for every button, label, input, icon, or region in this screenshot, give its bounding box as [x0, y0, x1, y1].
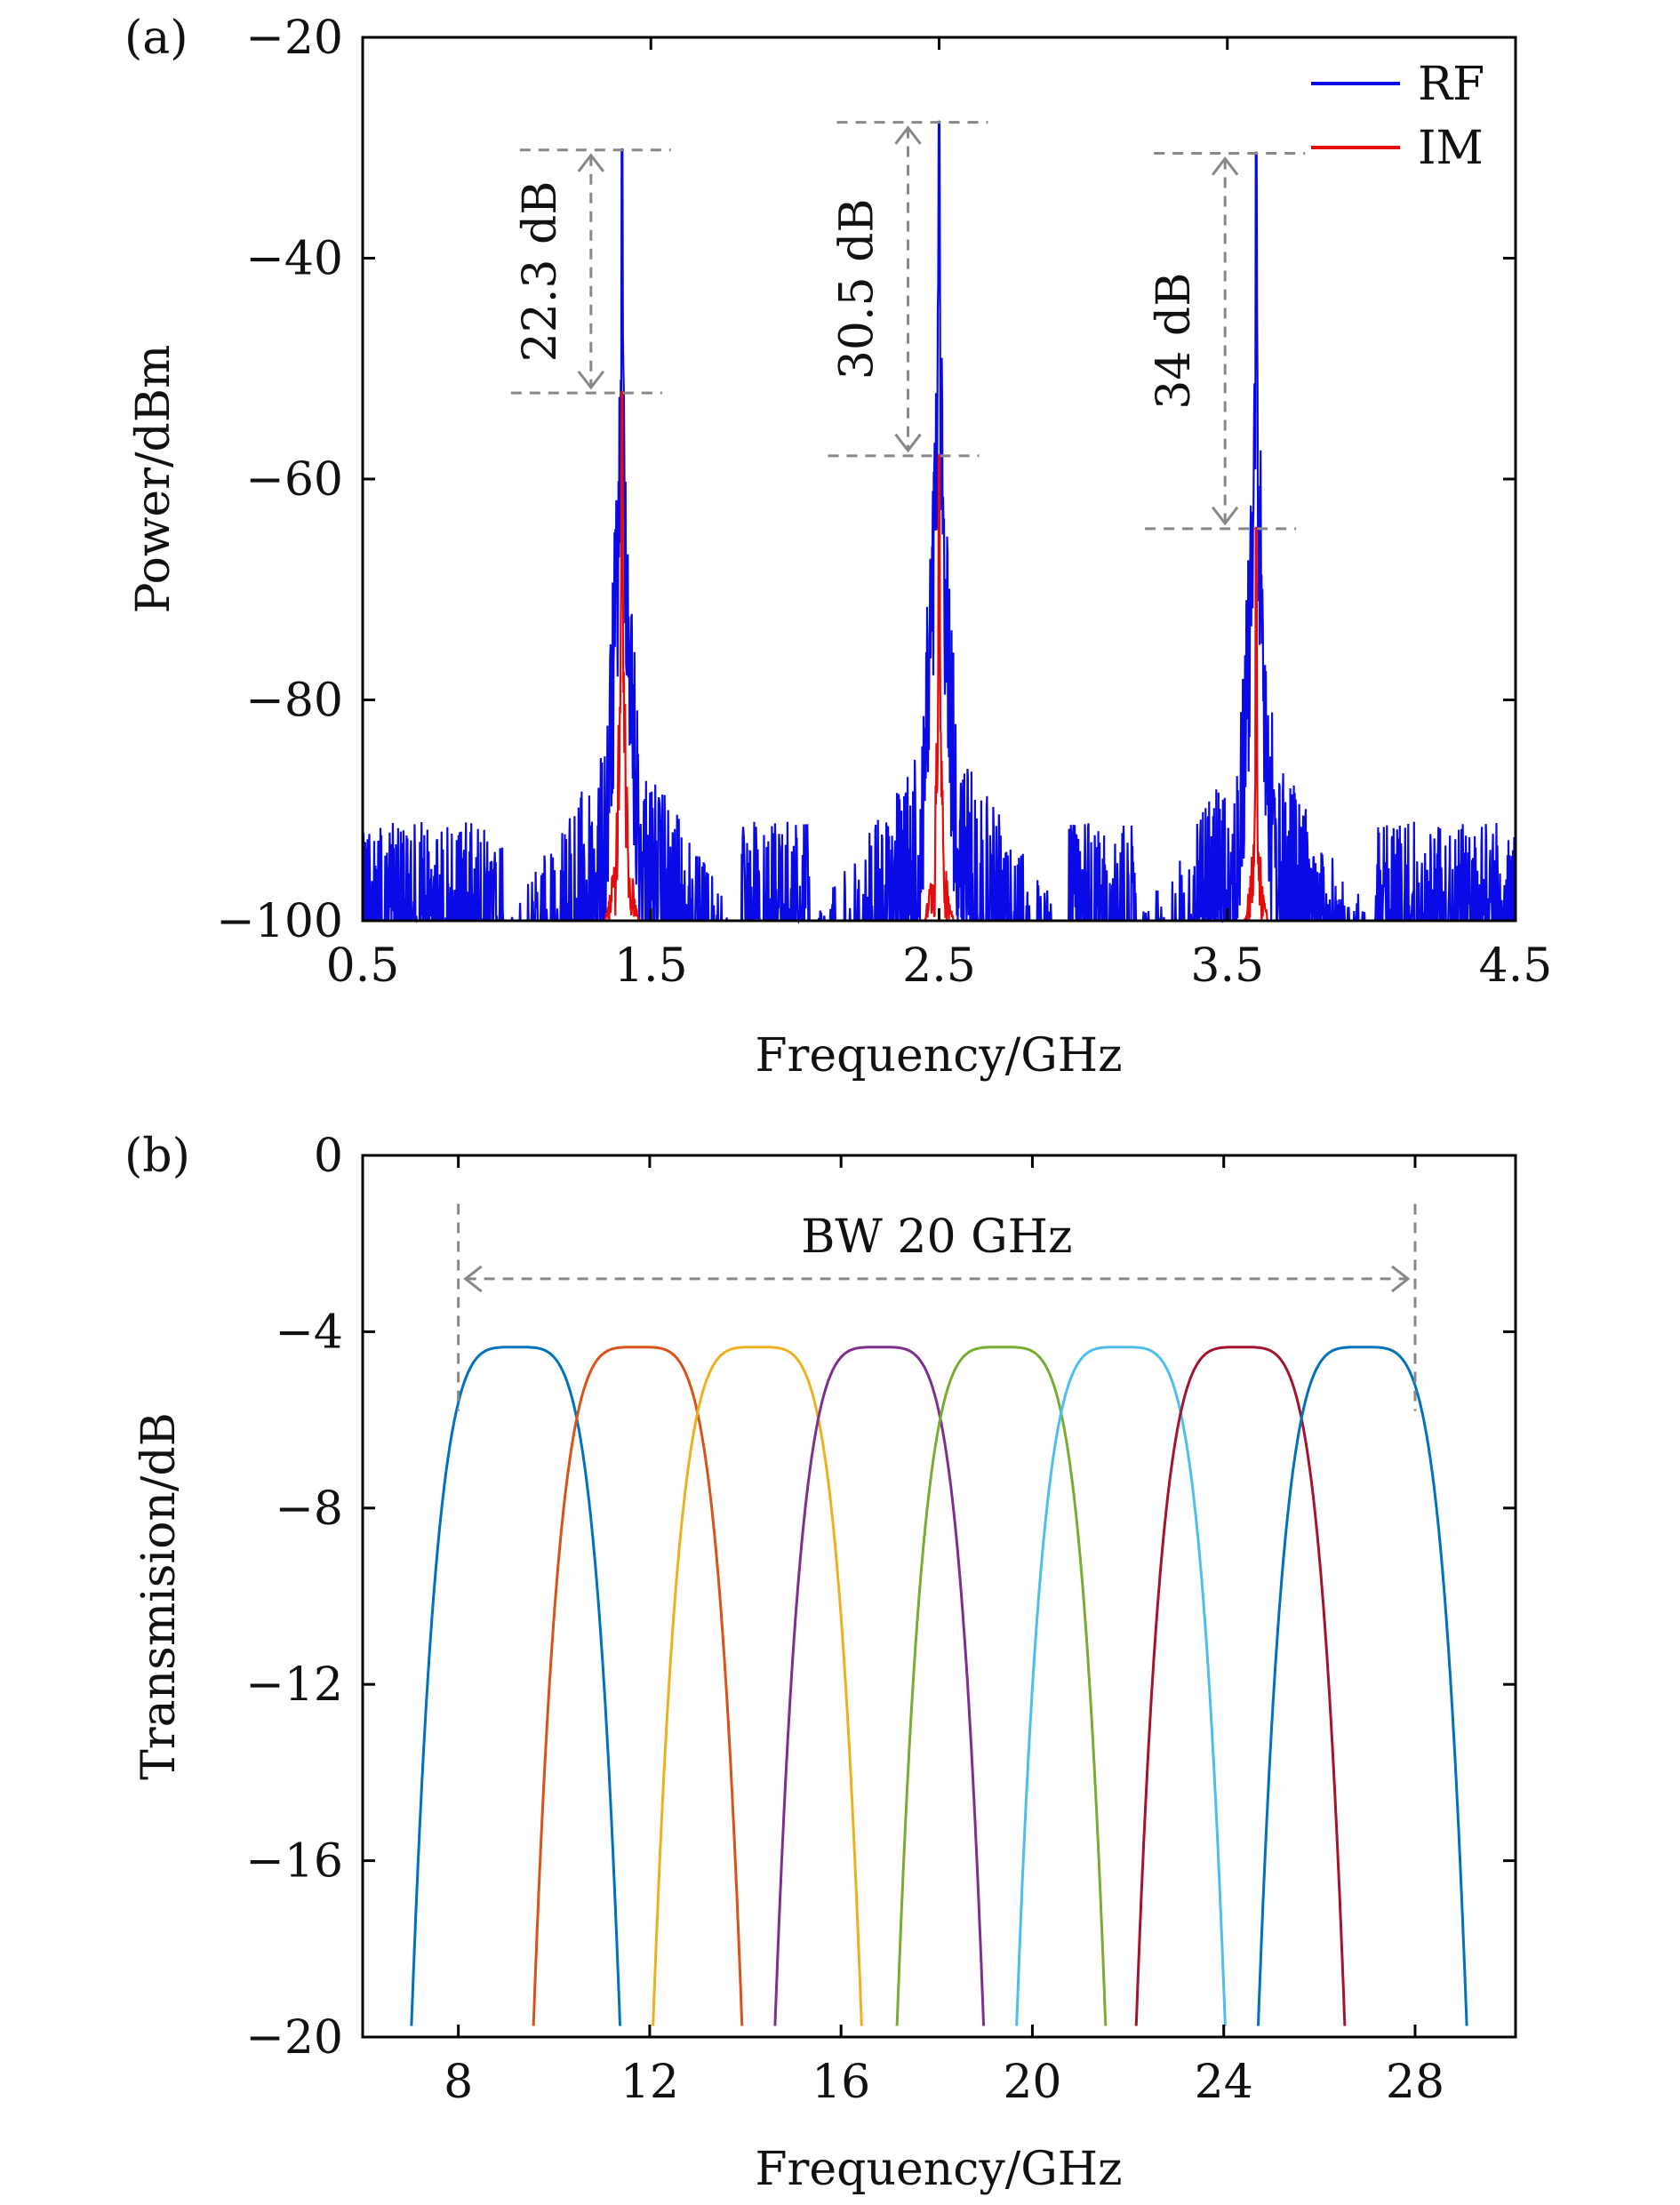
- annotation-label: 30.5 dB: [831, 198, 884, 379]
- legend-im-label: IM: [1418, 122, 1484, 175]
- panel-b-frame: [361, 1154, 1517, 2039]
- legend: RF IM: [1311, 58, 1484, 175]
- im-series-line: [363, 392, 1516, 923]
- panel-b-x-tick-label: 16: [812, 2056, 870, 2109]
- panel-b-plot-area: [410, 1346, 1468, 2026]
- panel-a-x-label: Frequency/GHz: [755, 1029, 1122, 1083]
- bandwidth-annotation: BW 20 GHz: [457, 1203, 1417, 1411]
- panel-b-y-tick-label: −16: [245, 1835, 343, 1889]
- panel-b-ticks: 8 12 16 20 24 28 0 −4 −8 −12 −16 −20: [245, 1130, 1516, 2109]
- filter-channel-8-line: [1257, 1346, 1468, 2026]
- panel-b-y-tick-label: −20: [245, 2011, 343, 2065]
- panel-b-x-tick-label: 28: [1386, 2056, 1444, 2109]
- filter-channel-6-line: [1015, 1346, 1227, 2026]
- panel-b: (b) 8 12 16 20 24 28 0 −4 −8 −12 −16 −20 Frequency/…: [124, 1130, 1517, 2196]
- annotation-arrow-head-bottom: [577, 370, 605, 390]
- panel-b-annotations: BW 20 GHz: [457, 1203, 1417, 1411]
- filter-channel-5-line: [895, 1346, 1108, 2026]
- annotation-label: 34 dB: [1148, 273, 1201, 410]
- panel-b-x-tick-label: 24: [1195, 2056, 1253, 2109]
- bandwidth-label: BW 20 GHz: [801, 1210, 1072, 1264]
- filter-channel-7-line: [1134, 1346, 1347, 2026]
- panel-b-y-tick-label: 0: [314, 1130, 343, 1183]
- panel-b-y-tick-label: −8: [275, 1482, 343, 1536]
- panel-a-ticks: 0.5 1.5 2.5 3.5 4.5 −20 −40 −60 −80 −100: [216, 12, 1552, 993]
- panel-a-x-tick-label: 1.5: [614, 939, 688, 993]
- filter-channel-1-line: [410, 1346, 621, 2026]
- panel-a-x-tick-label: 3.5: [1190, 939, 1264, 993]
- panel-a-y-tick-label: −40: [245, 233, 343, 286]
- annotation-1: 22.3 dB: [510, 148, 671, 395]
- panel-a-y-label: Power/dBm: [127, 345, 180, 614]
- bandwidth-arrow-head-right: [1391, 1265, 1411, 1293]
- filter-channel-3-line: [652, 1346, 863, 2026]
- panel-b-y-tick-label: −4: [275, 1306, 343, 1359]
- panel-a-label: (a): [124, 12, 188, 65]
- annotation-arrow-head-bottom: [894, 433, 922, 453]
- annotation-label: 22.3 dB: [514, 181, 567, 363]
- annotation-arrow-head-top: [1211, 156, 1239, 176]
- annotation-arrow-head-bottom: [1211, 506, 1239, 526]
- panel-a-y-tick-label: −60: [245, 453, 343, 507]
- panel-b-x-tick-label: 12: [620, 2056, 679, 2109]
- filter-channel-4-line: [773, 1346, 986, 2026]
- panel-a-x-tick-label: 2.5: [902, 939, 976, 993]
- panel-b-y-label: Transmision/dB: [132, 1412, 186, 1780]
- panel-a-y-tick-label: −20: [245, 12, 343, 65]
- panel-b-y-tick-label: −12: [245, 1658, 343, 1712]
- bandwidth-arrow-head-left: [463, 1265, 483, 1293]
- annotation-arrow-head-top: [577, 153, 605, 172]
- panel-b-x-tick-label: 8: [444, 2056, 473, 2109]
- annotation-2: 30.5 dB: [828, 121, 988, 458]
- legend-rf-label: RF: [1418, 58, 1484, 111]
- annotation-3: 34 dB: [1145, 151, 1306, 531]
- panel-a-x-tick-label: 4.5: [1479, 939, 1553, 993]
- panel-b-x-label: Frequency/GHz: [755, 2143, 1122, 2196]
- panel-b-x-tick-label: 20: [1003, 2056, 1061, 2109]
- annotation-arrow-head-top: [894, 125, 922, 145]
- panel-a-y-tick-label: −80: [245, 675, 343, 728]
- panel-a: (a) 0.5 1.5 2.5 3.5 4.5 −20 −40 −60 −80 −100 Freq…: [124, 12, 1552, 1083]
- panel-a-y-tick-label: −100: [216, 895, 343, 948]
- panel-b-label: (b): [124, 1130, 190, 1183]
- panel-a-annotations: 22.3 dB 30.5 dB 34 dB: [510, 121, 1306, 531]
- panel-a-x-tick-label: 0.5: [326, 939, 400, 993]
- filter-channel-2-line: [532, 1346, 744, 2026]
